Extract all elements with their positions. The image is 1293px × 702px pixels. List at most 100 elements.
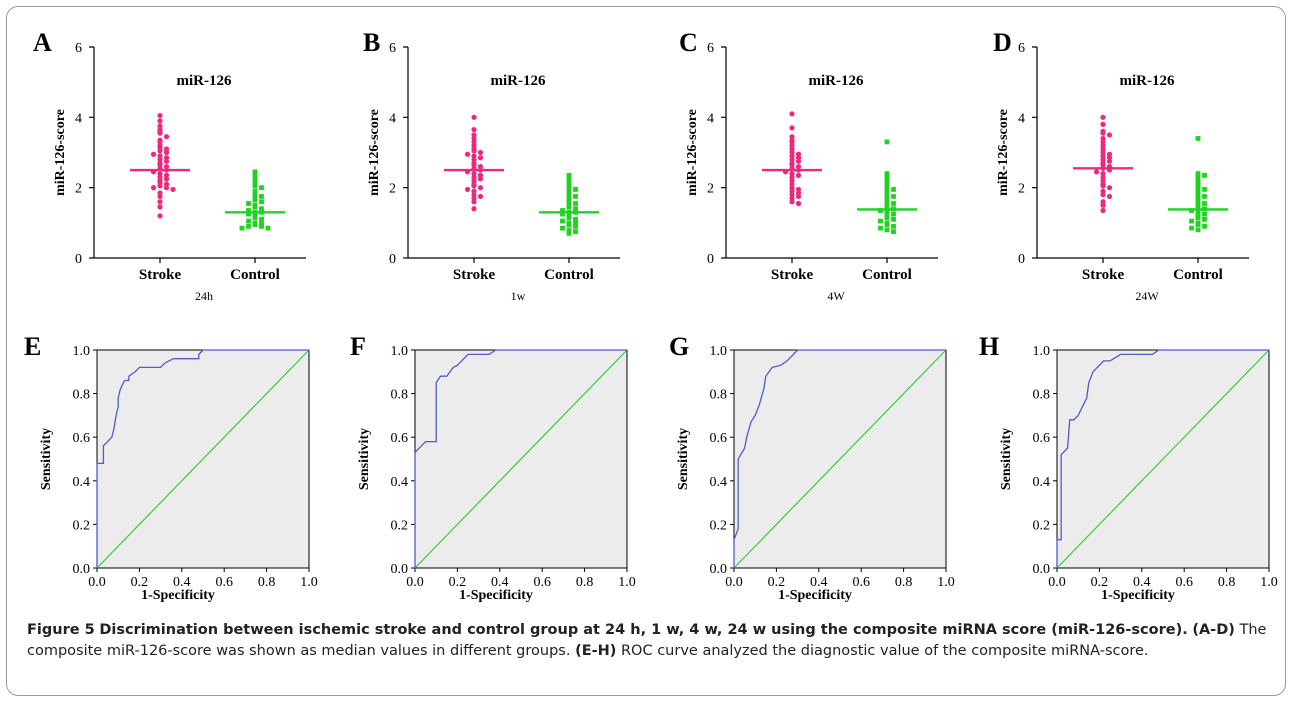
y-tick-label: 0.8 — [710, 388, 728, 403]
x-tick-label: 0.6 — [852, 575, 870, 590]
x-category-label: Control — [1173, 267, 1223, 283]
data-point-stroke — [157, 213, 163, 219]
y-tick-label: 0.2 — [391, 518, 409, 533]
data-point-stroke — [163, 185, 170, 191]
data-point-control — [573, 229, 578, 235]
x-category-label: Control — [230, 267, 280, 283]
data-point-control — [1189, 218, 1194, 224]
data-point-control — [252, 174, 258, 180]
y-tick-label: 2 — [75, 182, 82, 197]
data-point-control — [252, 183, 258, 189]
y-tick-label: 0.2 — [1033, 518, 1051, 533]
panel-title: miR-126 — [809, 73, 864, 89]
y-tick-label: 0.0 — [710, 562, 728, 577]
panel-title: miR-126 — [177, 73, 232, 89]
data-point-stroke — [789, 125, 795, 131]
data-point-stroke — [1100, 183, 1106, 189]
data-point-control — [1195, 136, 1201, 141]
data-point-control — [246, 218, 251, 224]
data-point-stroke — [1106, 158, 1113, 164]
data-point-control — [1195, 174, 1201, 180]
y-tick-label: 0 — [1018, 252, 1025, 267]
data-point-control — [252, 178, 258, 184]
data-point-control — [884, 174, 890, 180]
y-tick-label: 0.4 — [1033, 475, 1051, 490]
data-point-control — [1202, 172, 1207, 178]
y-tick-label: 0.8 — [73, 388, 91, 403]
x-sub-label: 24h — [195, 289, 213, 303]
data-point-stroke — [157, 193, 163, 200]
y-tick-label: 4 — [389, 111, 396, 126]
y-tick-label: 0.0 — [1033, 562, 1051, 577]
data-point-stroke — [477, 176, 484, 182]
y-tick-label: 4 — [75, 111, 82, 126]
data-point-control — [566, 230, 572, 236]
y-axis-label: Sensitivity — [357, 428, 372, 490]
x-axis-label: 1-Specificity — [459, 588, 533, 603]
data-point-control — [246, 223, 251, 229]
y-tick-label: 6 — [707, 41, 714, 56]
x-tick-label: 1.0 — [300, 575, 318, 590]
data-point-stroke — [157, 118, 163, 124]
data-point-stroke — [1106, 193, 1113, 200]
data-point-control — [884, 204, 890, 210]
data-point-control — [891, 194, 896, 199]
y-tick-label: 2 — [1018, 182, 1025, 197]
y-tick-label: 0.6 — [710, 431, 728, 446]
x-tick-label: 0.0 — [1048, 575, 1066, 590]
data-point-stroke — [1100, 192, 1106, 198]
x-category-label: Stroke — [139, 267, 182, 283]
y-axis-label: miR-126-score — [996, 109, 1011, 196]
data-point-control — [246, 208, 251, 213]
x-tick-label: 0.0 — [725, 575, 743, 590]
data-point-stroke — [477, 193, 484, 200]
data-point-control — [259, 199, 264, 205]
y-tick-label: 0.8 — [391, 388, 409, 403]
x-tick-label: 0.8 — [1218, 575, 1236, 590]
data-point-control — [884, 227, 890, 233]
data-point-control — [265, 225, 271, 231]
panel-letter-D: D — [993, 28, 1012, 57]
data-point-control — [239, 225, 245, 231]
y-tick-label: 0.4 — [710, 475, 728, 490]
panel-title: miR-126 — [491, 73, 546, 89]
data-point-control — [566, 188, 572, 194]
data-point-stroke — [170, 186, 176, 193]
x-tick-label: 0.6 — [215, 575, 233, 590]
data-point-control — [884, 185, 890, 191]
x-tick-label: 0.4 — [1133, 575, 1151, 590]
data-point-control — [566, 227, 572, 233]
data-point-control — [259, 194, 264, 199]
data-point-stroke — [471, 199, 477, 205]
data-point-stroke — [477, 185, 484, 191]
x-tick-label: 0.2 — [1091, 575, 1109, 590]
data-point-control — [252, 188, 258, 194]
panel-letter-C: C — [679, 28, 698, 57]
data-point-control — [252, 171, 258, 176]
y-tick-label: 1.0 — [391, 344, 409, 359]
data-point-control — [1195, 222, 1201, 227]
data-point-control — [566, 199, 572, 205]
data-point-control — [884, 139, 890, 145]
x-tick-label: 0.2 — [449, 575, 467, 590]
data-point-stroke — [1106, 132, 1113, 138]
panel-letter-F: F — [350, 332, 366, 361]
y-tick-label: 0.6 — [73, 431, 91, 446]
panel-letter-E: E — [24, 332, 41, 361]
data-point-control — [891, 201, 896, 206]
y-tick-label: 0 — [389, 252, 396, 267]
data-point-stroke — [471, 127, 477, 133]
x-sub-label: 4W — [827, 289, 845, 303]
data-point-control — [884, 199, 890, 205]
data-point-control — [259, 216, 264, 222]
x-tick-label: 0.4 — [491, 575, 509, 590]
x-axis-label: 1-Specificity — [141, 588, 215, 603]
data-point-stroke — [163, 149, 170, 156]
y-tick-label: 0.4 — [391, 475, 409, 490]
data-point-stroke — [150, 185, 157, 191]
data-point-stroke — [795, 158, 802, 164]
data-point-stroke — [795, 193, 802, 200]
data-point-stroke — [789, 111, 795, 117]
x-tick-label: 0.6 — [1175, 575, 1193, 590]
data-point-control — [1195, 178, 1201, 184]
